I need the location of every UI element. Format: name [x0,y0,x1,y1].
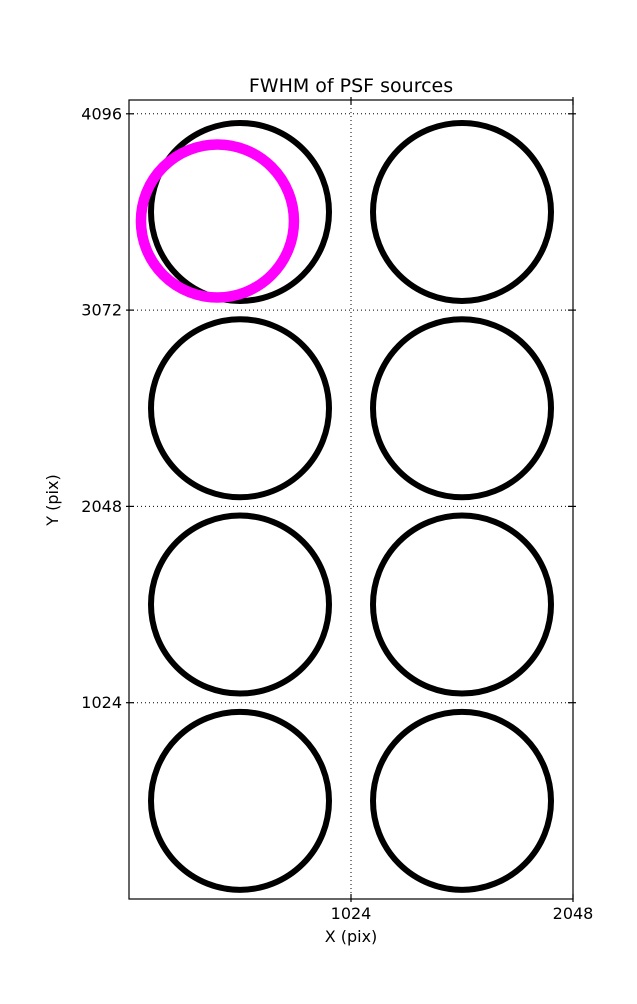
y-tick-label: 2048 [81,497,122,516]
tick-labels: 1024 2048 3072 4096 1024 2048 [81,104,593,923]
psf-circle [148,119,332,304]
psf-circles [135,119,554,893]
psf-circle [148,512,332,697]
x-axis-label: X (pix) [325,927,378,946]
psf-circle [148,316,332,501]
y-tick-label: 3072 [81,301,122,320]
y-axis-label: Y (pix) [43,474,62,526]
y-tick-label: 4096 [81,104,122,123]
psf-circle [370,316,554,501]
psf-circle [370,119,554,304]
psf-circle [370,512,554,697]
y-tick-label: 1024 [81,693,122,712]
highlighted-psf-circle [135,139,300,303]
plot-frame [128,99,574,900]
plot-title: FWHM of PSF sources [249,75,453,97]
psf-circle [148,708,332,893]
gridlines [129,100,573,899]
psf-circle [370,708,554,893]
x-tick-label: 2048 [553,904,594,923]
tick-marks [126,97,576,902]
x-tick-label: 1024 [331,904,372,923]
